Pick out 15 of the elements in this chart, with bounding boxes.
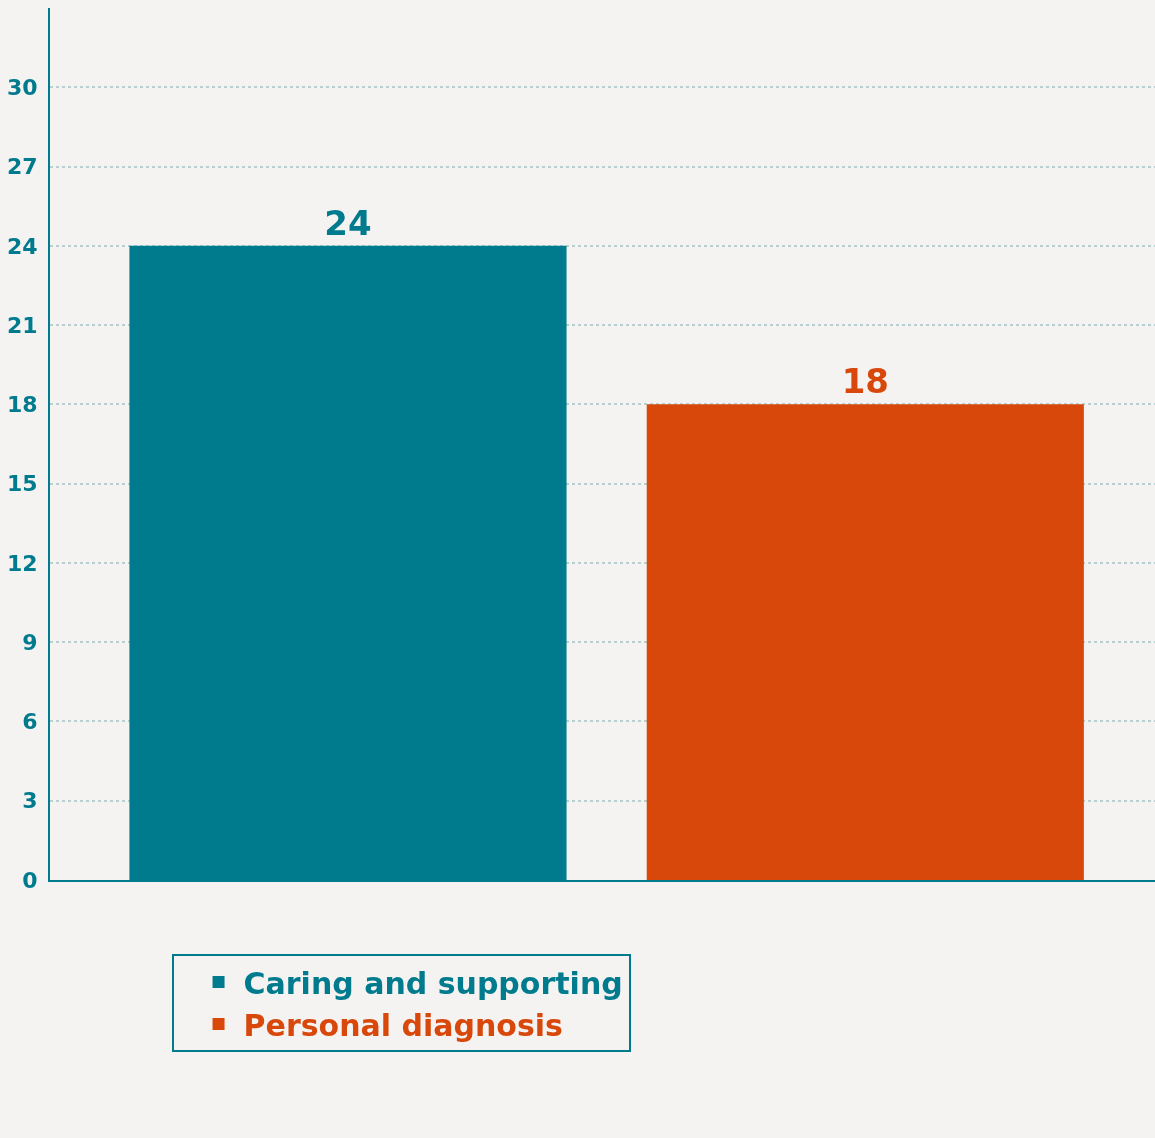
y-tick-label: 15 bbox=[6, 471, 38, 497]
y-tick-label: 24 bbox=[6, 233, 38, 259]
y-tick-label: 0 bbox=[22, 867, 38, 893]
y-tick-label: 30 bbox=[6, 74, 38, 100]
y-tick-label: 6 bbox=[22, 709, 38, 735]
legend-label: Personal diagnosis bbox=[243, 1007, 563, 1043]
legend-label: Caring and supporting bbox=[243, 965, 623, 1001]
y-tick-label: 9 bbox=[22, 629, 38, 655]
y-tick-label: 27 bbox=[6, 154, 38, 180]
data-label: 24 bbox=[324, 202, 372, 243]
y-tick-label: 21 bbox=[6, 312, 38, 338]
y-tick-label: 18 bbox=[6, 392, 38, 418]
y-tick-label: 3 bbox=[22, 788, 38, 814]
data-label: 18 bbox=[841, 361, 889, 402]
y-tick-label: 12 bbox=[6, 550, 38, 576]
